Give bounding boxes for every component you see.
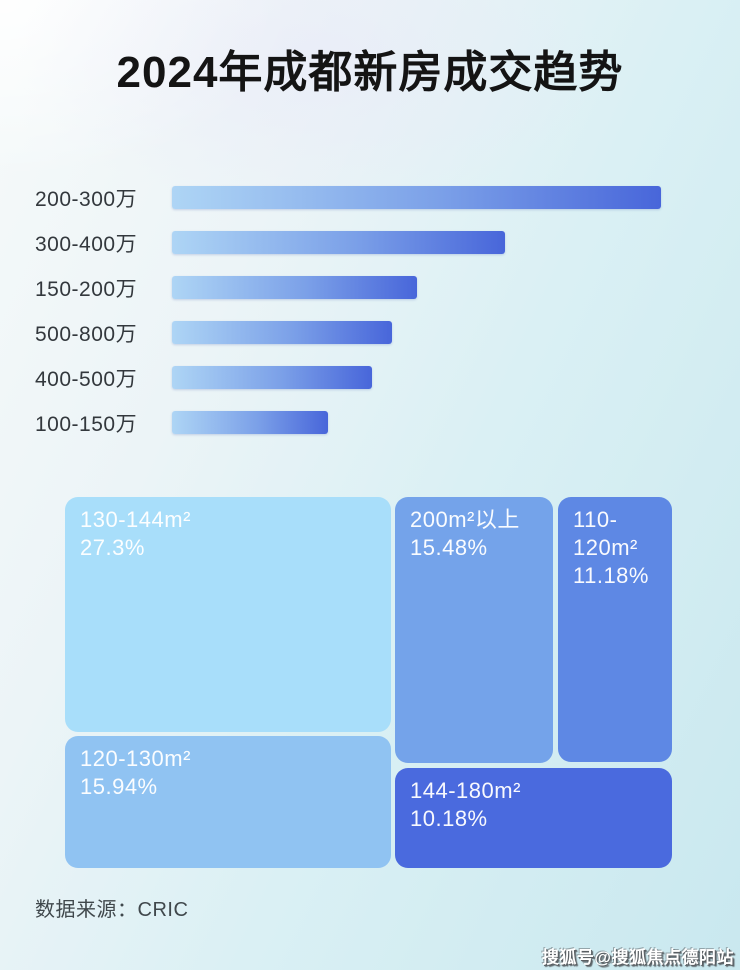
tile-label: 200m²以上 bbox=[410, 507, 520, 532]
bar-row: 300-400万 bbox=[35, 231, 705, 256]
bar-category-label: 200-300万 bbox=[35, 187, 138, 211]
data-source-label: 数据来源：CRIC bbox=[35, 899, 189, 921]
bar-row: 150-200万 bbox=[35, 276, 705, 301]
bar-row: 400-500万 bbox=[35, 366, 705, 391]
tile-value: 15.94% bbox=[80, 774, 158, 800]
bar-track bbox=[172, 186, 661, 209]
tile-value: 10.18% bbox=[410, 806, 488, 832]
bar-track bbox=[172, 321, 661, 344]
bar-row: 200-300万 bbox=[35, 186, 705, 211]
treemap-tile: 144-180m² 10.18% bbox=[395, 768, 672, 868]
bar-track bbox=[172, 366, 661, 389]
bar bbox=[172, 411, 329, 434]
treemap-tile: 130-144m² 27.3% bbox=[65, 497, 391, 732]
bar-row: 500-800万 bbox=[35, 321, 705, 346]
bar-category-label: 150-200万 bbox=[35, 277, 138, 301]
tile-label: 130-144m² bbox=[80, 507, 191, 532]
bar-track bbox=[172, 276, 661, 299]
bar bbox=[172, 366, 373, 389]
area-treemap: 130-144m² 27.3% 120-130m² 15.94% 200m²以上… bbox=[65, 497, 672, 868]
treemap-tile: 110-120m² 11.18% bbox=[558, 497, 672, 762]
tile-label: 110-120m² bbox=[573, 507, 638, 561]
bar-category-label: 500-800万 bbox=[35, 322, 138, 346]
treemap-tile: 120-130m² 15.94% bbox=[65, 736, 391, 868]
tile-label: 144-180m² bbox=[410, 778, 521, 803]
bar bbox=[172, 231, 505, 254]
price-bar-chart: 200-300万 300-400万 150-200万 500-800万 400-… bbox=[35, 186, 705, 456]
bar-category-label: 400-500万 bbox=[35, 367, 138, 391]
bar bbox=[172, 276, 417, 299]
watermark: 搜狐号@搜狐焦点德阳站 bbox=[541, 948, 734, 967]
bar bbox=[172, 186, 661, 209]
tile-value: 27.3% bbox=[80, 535, 145, 561]
bar-track bbox=[172, 411, 661, 434]
treemap-tile: 200m²以上 15.48% bbox=[395, 497, 553, 763]
page-title: 2024年成都新房成交趋势 bbox=[116, 48, 624, 97]
tile-value: 11.18% bbox=[573, 563, 649, 589]
bar bbox=[172, 321, 393, 344]
bar-category-label: 100-150万 bbox=[35, 412, 138, 436]
tile-value: 15.48% bbox=[410, 535, 488, 561]
tile-label: 120-130m² bbox=[80, 746, 191, 771]
bar-row: 100-150万 bbox=[35, 411, 705, 436]
bar-track bbox=[172, 231, 661, 254]
bar-category-label: 300-400万 bbox=[35, 232, 138, 256]
